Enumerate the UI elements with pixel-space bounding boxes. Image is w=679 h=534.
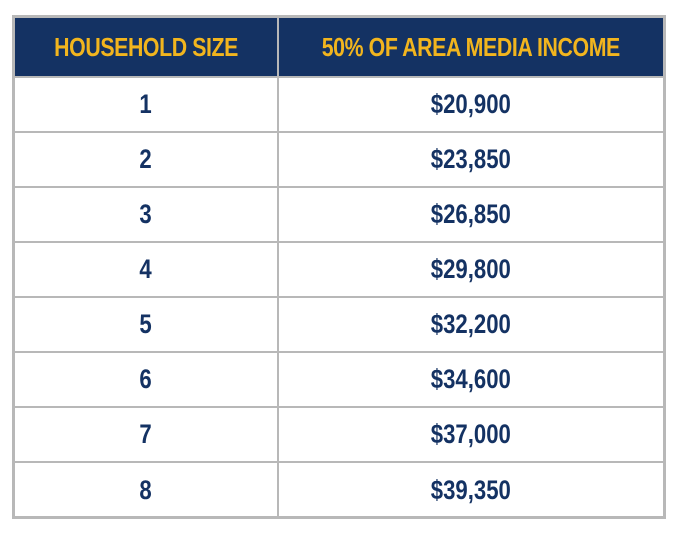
- income-cell: $37,000: [278, 406, 663, 462]
- table-header: HOUSEHOLD SIZE 50% OF AREA MEDIA INCOME: [15, 18, 663, 77]
- household-size-value: 2: [139, 144, 153, 174]
- income-value: $26,850: [430, 199, 512, 229]
- household-size-value: 5: [139, 309, 153, 339]
- header-income: 50% OF AREA MEDIA INCOME: [278, 18, 663, 77]
- income-cell: $39,350: [278, 461, 663, 517]
- table-row: 3 $26,850: [15, 186, 663, 242]
- income-cell: $32,200: [278, 296, 663, 352]
- table-row: 5 $32,200: [15, 296, 663, 352]
- header-income-label: 50% OF AREA MEDIA INCOME: [321, 31, 621, 62]
- table-row: 2 $23,850: [15, 131, 663, 187]
- income-table: HOUSEHOLD SIZE 50% OF AREA MEDIA INCOME …: [15, 18, 663, 517]
- household-size-value: 7: [139, 419, 153, 449]
- household-size-cell: 2: [15, 131, 279, 187]
- income-cell: $23,850: [278, 131, 663, 187]
- household-size-cell: 6: [15, 351, 279, 407]
- income-cell: $34,600: [278, 351, 663, 407]
- income-value: $29,800: [430, 254, 512, 284]
- table-row: 8 $39,350: [15, 461, 663, 517]
- table-row: 1 $20,900: [15, 76, 663, 132]
- header-household-size-label: HOUSEHOLD SIZE: [54, 31, 238, 62]
- household-size-cell: 5: [15, 296, 279, 352]
- income-cell: $26,850: [278, 186, 663, 242]
- income-cell: $20,900: [278, 76, 663, 132]
- income-value: $32,200: [430, 309, 512, 339]
- income-value: $39,350: [430, 474, 512, 505]
- header-household-size: HOUSEHOLD SIZE: [15, 18, 279, 77]
- household-size-value: 4: [139, 254, 153, 284]
- household-size-value: 1: [139, 89, 153, 119]
- income-table-container: HOUSEHOLD SIZE 50% OF AREA MEDIA INCOME …: [12, 15, 666, 519]
- household-size-cell: 3: [15, 186, 279, 242]
- income-value: $37,000: [430, 419, 512, 449]
- table-row: 7 $37,000: [15, 406, 663, 462]
- household-size-cell: 7: [15, 406, 279, 462]
- table-row: 4 $29,800: [15, 241, 663, 297]
- table-row: 6 $34,600: [15, 351, 663, 407]
- household-size-value: 6: [139, 364, 153, 394]
- income-cell: $29,800: [278, 241, 663, 297]
- header-row: HOUSEHOLD SIZE 50% OF AREA MEDIA INCOME: [15, 18, 663, 77]
- income-value: $20,900: [430, 89, 512, 119]
- household-size-cell: 1: [15, 76, 279, 132]
- household-size-cell: 8: [15, 461, 279, 517]
- income-value: $23,850: [430, 144, 512, 174]
- household-size-value: 3: [139, 199, 153, 229]
- household-size-cell: 4: [15, 241, 279, 297]
- income-value: $34,600: [430, 364, 512, 394]
- table-body: 1 $20,900 2 $23,850 3 $26,850 4 $29,800 …: [15, 76, 663, 517]
- household-size-value: 8: [139, 474, 153, 505]
